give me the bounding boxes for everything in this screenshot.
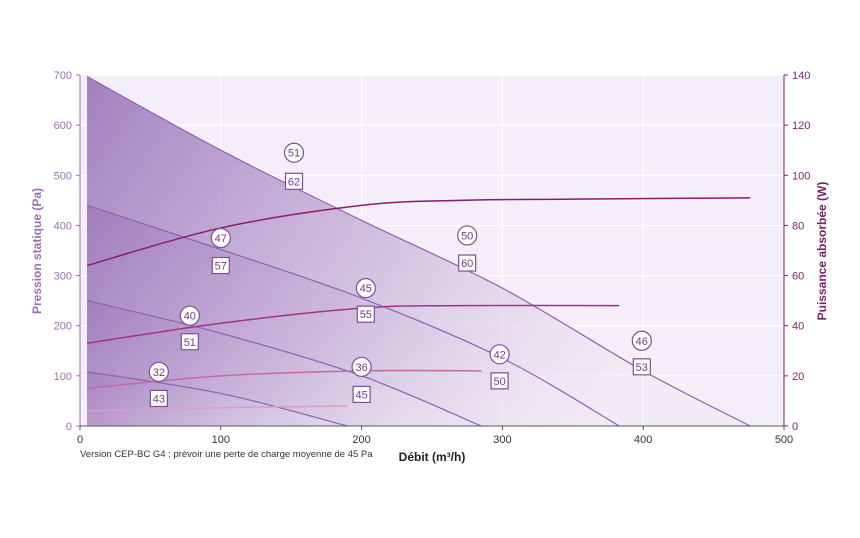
pressure-curve: [86, 204, 620, 427]
y-left-tick-label: 400: [54, 220, 72, 232]
annotation-square: [632, 358, 651, 376]
annotation-square-label: 51: [184, 337, 196, 349]
annotation-circle: [179, 305, 200, 326]
annotation-circle: [631, 330, 652, 351]
annotation-square-label: 45: [355, 389, 367, 401]
y-right-tick-label: 140: [792, 70, 810, 82]
x-tick-label: 100: [212, 434, 230, 446]
y-right-tick-label: 120: [792, 120, 810, 132]
annotation-square-label: 50: [493, 376, 505, 388]
x-tick-label: 500: [775, 434, 793, 446]
x-tick-label: 300: [493, 434, 511, 446]
annotation-square: [284, 172, 304, 190]
x-tick-label: 400: [634, 434, 652, 446]
annotation-circle-label: 45: [360, 283, 372, 295]
annotation-circle: [283, 142, 305, 163]
annotation-square: [149, 389, 168, 408]
annotation-square: [356, 305, 375, 323]
y-right-tick-label: 0: [792, 421, 798, 433]
annotation-square: [490, 372, 509, 390]
annotation-circle-label: 51: [288, 148, 300, 160]
annotation-square: [211, 256, 230, 275]
y-left-tick-label: 700: [54, 70, 72, 82]
footnote: Version CEP-BC G4 : prévoir une perte de…: [80, 449, 373, 460]
annotation-square-label: 57: [215, 261, 227, 273]
y-left-tick-label: 500: [54, 170, 72, 182]
pressure-area: [87, 371, 348, 426]
annotation-square-label: 62: [288, 176, 300, 188]
annotation-circle-label: 50: [461, 230, 473, 242]
pressure-curve: [86, 300, 482, 427]
annotation-circle-label: 40: [184, 311, 196, 323]
y-right-tick-label: 100: [792, 170, 810, 182]
annotation-square: [352, 385, 371, 404]
annotation-square-label: 60: [461, 258, 473, 270]
annotation-circle-label: 32: [153, 367, 165, 379]
annotation-square-label: 43: [153, 393, 165, 405]
annotation-circle-label: 46: [636, 336, 648, 348]
x-axis-label: Débit (m³/h): [399, 450, 466, 464]
annotation-square: [458, 254, 477, 272]
x-tick-label: 200: [352, 434, 370, 446]
y-left-tick-label: 100: [54, 371, 72, 383]
pressure-curve: [86, 371, 348, 427]
annotations: 51 62 47 57 50 60 40 51 45 55 42 50 32 43 36 45 46 53: [148, 142, 652, 408]
annotation-circle: [355, 278, 376, 299]
annotation-circle-label: 36: [355, 362, 367, 374]
annotation-circle: [489, 344, 510, 365]
y-right-tick-label: 80: [792, 220, 804, 232]
annotation-circle: [457, 225, 478, 246]
power-curve: [86, 369, 482, 390]
annotation-square: [180, 333, 199, 351]
axes: 0100200300400500600700020406080100120140…: [54, 70, 811, 446]
y-left-tick-label: 200: [54, 321, 72, 333]
annotation-circle: [351, 356, 372, 377]
y-left-tick-label: 600: [54, 120, 72, 132]
y-right-tick-label: 40: [792, 321, 804, 333]
y-left-tick-label: 0: [66, 421, 72, 433]
annotation-circle-label: 47: [215, 233, 227, 245]
y-axis-right-label: Puissance absorbée (W): [815, 182, 829, 321]
power-curve: [87, 405, 348, 412]
annotation-circle: [210, 227, 231, 249]
y-axis-left-label: Pression statique (Pa): [30, 188, 44, 314]
annotation-circle-label: 42: [493, 349, 505, 361]
annotation-circle: [148, 361, 169, 382]
power-curve: [86, 197, 751, 267]
y-right-tick-label: 20: [792, 371, 804, 383]
x-tick-label: 0: [77, 434, 83, 446]
y-left-tick-label: 300: [54, 271, 72, 283]
annotation-square-label: 55: [360, 309, 372, 321]
annotation-square-label: 53: [636, 362, 648, 374]
y-right-tick-label: 60: [792, 271, 804, 283]
